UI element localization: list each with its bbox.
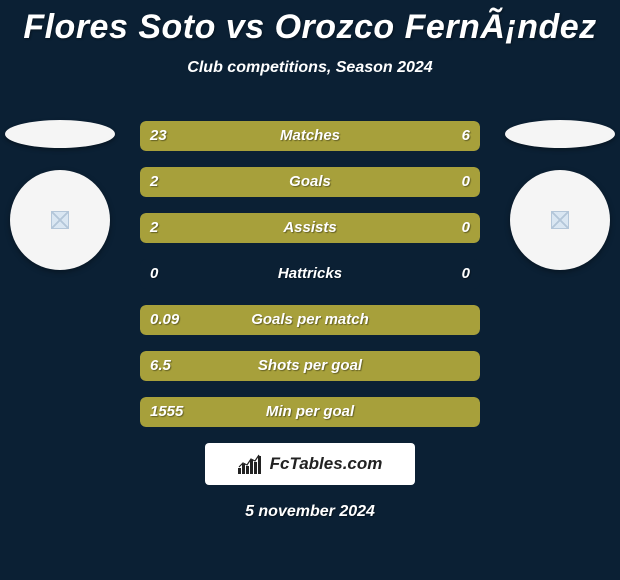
value-right: 0 bbox=[462, 213, 470, 243]
subtitle: Club competitions, Season 2024 bbox=[0, 59, 620, 77]
stats-rows: 23Matches62Goals02Assists00Hattricks00.0… bbox=[140, 121, 480, 427]
stat-label: Goals bbox=[140, 167, 480, 197]
stat-row: 0.09Goals per match bbox=[140, 305, 480, 335]
player1-club-icon bbox=[10, 170, 110, 270]
stat-row: 2Goals0 bbox=[140, 167, 480, 197]
stat-label: Goals per match bbox=[140, 305, 480, 335]
value-right: 6 bbox=[462, 121, 470, 151]
date-label: 5 november 2024 bbox=[0, 503, 620, 521]
fctables-logo: FcTables.com bbox=[205, 443, 415, 485]
missing-image-icon bbox=[51, 211, 69, 229]
stat-row: 2Assists0 bbox=[140, 213, 480, 243]
stat-label: Hattricks bbox=[140, 259, 480, 289]
player2-country-icon bbox=[505, 120, 615, 148]
player2-club-icon bbox=[510, 170, 610, 270]
stat-row: 6.5Shots per goal bbox=[140, 351, 480, 381]
stat-label: Assists bbox=[140, 213, 480, 243]
stat-label: Shots per goal bbox=[140, 351, 480, 381]
player1-country-icon bbox=[5, 120, 115, 148]
player2-badges bbox=[505, 120, 615, 270]
player1-badges bbox=[5, 120, 115, 270]
value-right: 0 bbox=[462, 167, 470, 197]
value-right: 0 bbox=[462, 259, 470, 289]
missing-image-icon bbox=[551, 211, 569, 229]
bar-chart-icon bbox=[238, 454, 264, 474]
stat-label: Matches bbox=[140, 121, 480, 151]
fctables-label: FcTables.com bbox=[270, 454, 383, 474]
stat-row: 0Hattricks0 bbox=[140, 259, 480, 289]
page-title: Flores Soto vs Orozco FernÃ¡ndez bbox=[0, 0, 620, 47]
stat-row: 23Matches6 bbox=[140, 121, 480, 151]
stat-label: Min per goal bbox=[140, 397, 480, 427]
stat-row: 1555Min per goal bbox=[140, 397, 480, 427]
